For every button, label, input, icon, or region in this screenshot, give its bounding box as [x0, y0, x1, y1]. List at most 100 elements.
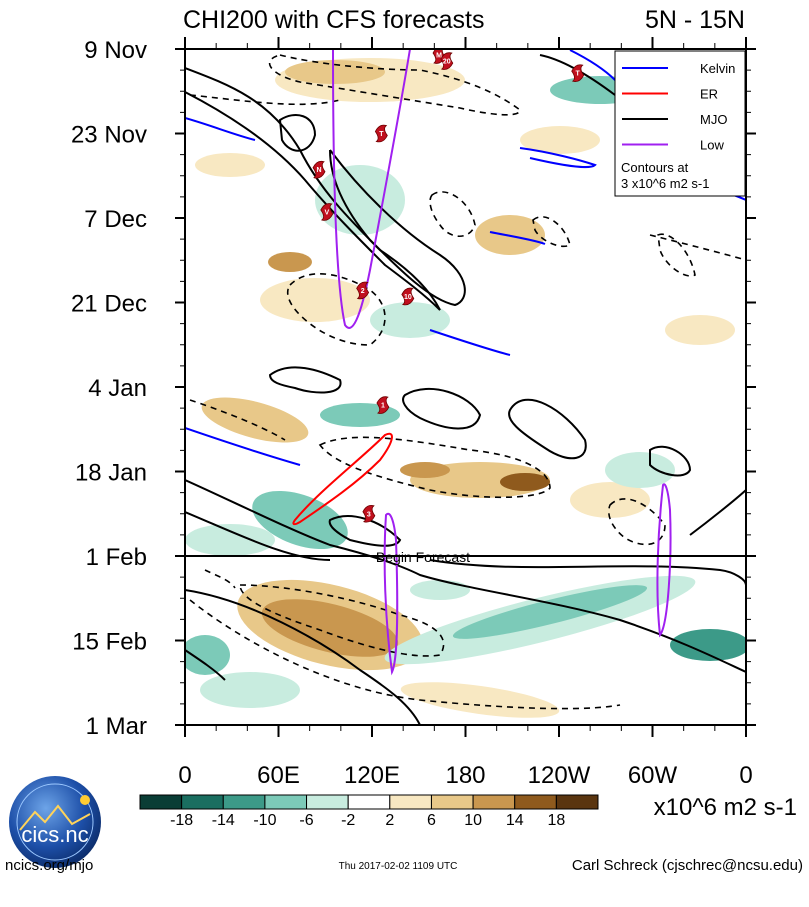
colorbar-tick-label: 2 — [385, 812, 394, 829]
storm-marker-icon: 3 — [362, 504, 376, 523]
storm-marker-icon: T — [374, 124, 388, 143]
low-contour-1 — [332, 49, 411, 329]
begin-forecast-label: Begin Forecast — [376, 549, 470, 565]
y-tick-label: 1 Feb — [86, 544, 147, 571]
storm-marker-icon: N — [312, 160, 326, 179]
y-tick-label: 21 Dec — [71, 291, 147, 318]
legend-label: Kelvin — [700, 61, 735, 76]
colorbar-box — [222, 794, 266, 810]
storm-marker-icon: 20 — [440, 52, 454, 70]
colorbar: -18 -14 -10 -6 -2 2 6 10 14 18 — [139, 794, 599, 829]
mjo-dashed-8 — [318, 436, 551, 499]
x-axis: 0 60E 120E 180 120W 60W 0 — [178, 37, 753, 789]
legend-note-line1: Contours at — [621, 160, 689, 175]
colorbar-box — [514, 794, 557, 810]
storm-marker-label: N — [316, 167, 321, 174]
colorbar-box — [139, 794, 183, 810]
colorbar-tick-label: 14 — [506, 812, 524, 829]
colorbar-tick-label: 18 — [547, 812, 565, 829]
legend-label: ER — [700, 87, 718, 102]
logo-globe-icon — [9, 776, 101, 868]
x-tick-label: 0 — [739, 762, 752, 789]
colorbar-box — [430, 794, 474, 810]
storm-marker-label: 2 — [361, 288, 365, 295]
logo-mountain-icon — [19, 804, 91, 831]
colorbar-tick-label: -14 — [212, 812, 235, 829]
mjo-contour-5 — [402, 387, 482, 430]
logo-text: cics.nc — [21, 822, 88, 847]
colorbar-box — [472, 794, 516, 810]
mjo-contour-9 — [185, 511, 331, 561]
storm-marker-label: T — [379, 131, 384, 138]
storm-marker-label: T — [576, 71, 581, 78]
legend-entries: Kelvin ER MJO Low — [622, 61, 735, 153]
chart-title: CHI200 with CFS forecasts — [183, 6, 485, 34]
legend-label: MJO — [700, 112, 727, 127]
er-contour — [292, 432, 393, 526]
storm-marker-icon: T — [571, 64, 585, 82]
kelvin-contour-6 — [569, 49, 616, 81]
colorbar-tick-label: -2 — [341, 812, 355, 829]
x-tick-label: 120E — [344, 762, 400, 789]
y-tick-label: 9 Nov — [84, 37, 147, 64]
storm-marker-label: M — [436, 53, 442, 60]
footer-left: ncics.org/mjo — [5, 857, 93, 874]
mjo-dashed-11 — [239, 584, 445, 657]
x-tick-label: 60W — [628, 762, 678, 789]
footer-timestamp: Thu 2017-02-02 1109 UTC — [339, 861, 458, 872]
legend-box — [614, 50, 746, 197]
mjo-contour-13 — [689, 489, 746, 536]
colorbar-box — [264, 794, 308, 810]
mjo-contour-8 — [185, 479, 746, 673]
mjo-contour-3 — [329, 149, 466, 307]
y-tick-label: 4 Jan — [88, 375, 147, 402]
mjo-dashed-2 — [189, 94, 341, 106]
contour-layer: M20 T T N V 2 10 1 3 — [185, 49, 746, 725]
mjo-dashed-contours — [189, 54, 746, 710]
x-tick-label: 0 — [178, 762, 191, 789]
logo-ring-icon — [16, 783, 94, 861]
low-contour-3 — [656, 483, 672, 638]
kelvin-contour-1 — [185, 117, 256, 141]
colorbar-box — [555, 794, 599, 810]
colorbar-box — [306, 794, 349, 810]
storm-marker-label: V — [324, 209, 329, 216]
storm-marker-icon: 10 — [401, 287, 415, 306]
storm-marker-icon: 2 — [356, 281, 370, 300]
colorbar-tick-label: -10 — [253, 812, 276, 829]
y-tick-label: 7 Dec — [84, 206, 147, 233]
mjo-contours — [185, 54, 746, 725]
mjo-dashed-3 — [429, 191, 476, 238]
colorbar-box — [389, 794, 432, 810]
colorbar-tick-label: 6 — [427, 812, 436, 829]
mjo-dashed-7 — [189, 399, 286, 441]
y-tick-label: 15 Feb — [72, 629, 147, 656]
legend: Kelvin ER MJO Low Contours at 3 x10^6 m2 s-… — [614, 50, 746, 197]
kelvin-contour-2 — [519, 147, 597, 168]
storm-marker-icon: 1 — [376, 396, 390, 414]
mjo-contour-1 — [185, 67, 441, 311]
mjo-contour-7 — [649, 445, 692, 477]
x-tick-label: 180 — [445, 762, 485, 789]
footer-right: Carl Schreck (cjschrec@ncsu.edu) — [572, 857, 803, 874]
y-tick-label: 1 Mar — [86, 713, 147, 740]
colorbar-units: x10^6 m2 s-1 — [654, 794, 797, 821]
x-tick-label: 60E — [257, 762, 300, 789]
mjo-contour-14 — [328, 515, 402, 547]
mjo-contour-12 — [429, 559, 746, 586]
mjo-dashed-9 — [608, 498, 666, 546]
logo-sun-icon — [80, 795, 90, 805]
mjo-dashed-5 — [657, 233, 696, 277]
storm-marker-label: 10 — [404, 294, 412, 301]
mjo-dashed-10 — [204, 569, 236, 589]
colorbar-tick-label: -6 — [299, 812, 313, 829]
y-axis: 9 Nov 23 Nov 7 Dec 21 Dec 4 Jan 18 Jan 1 Feb 15… — [71, 37, 756, 740]
y-tick-label: 18 Jan — [75, 460, 147, 487]
mjo-dashed-4 — [532, 216, 571, 248]
low-contour-2 — [383, 512, 399, 676]
colorbar-tick-label: 10 — [464, 812, 482, 829]
storm-marker-icon: V — [320, 203, 334, 221]
mjo-contour-6 — [508, 398, 587, 460]
x-tick-label: 120W — [528, 762, 591, 789]
mjo-dashed-12 — [189, 599, 621, 710]
